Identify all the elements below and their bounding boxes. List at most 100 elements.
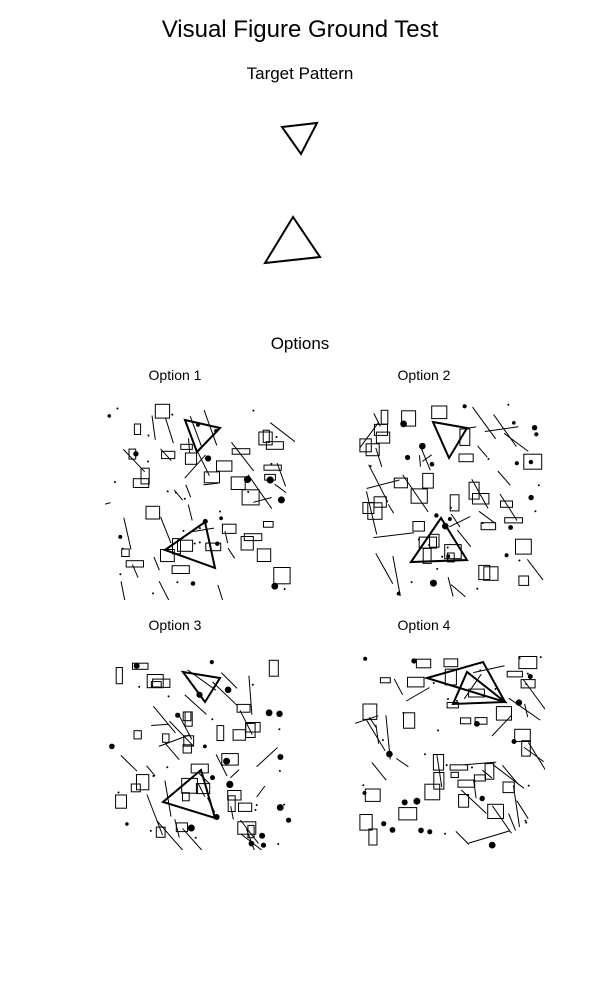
clutter-rect: [195, 783, 211, 795]
clutter-rect: [161, 450, 176, 460]
clutter-line: [151, 415, 156, 440]
clutter-dot: [147, 434, 150, 437]
clutter-line: [355, 715, 379, 724]
clutter-line: [484, 426, 519, 432]
clutter-rect: [459, 428, 471, 446]
clutter-dot: [411, 658, 417, 664]
clutter-dot: [138, 685, 141, 688]
clutter-dot: [539, 656, 542, 659]
clutter-dot: [166, 490, 169, 493]
clutter-rect: [422, 472, 434, 489]
clutter-dot: [434, 513, 439, 518]
clutter-dot: [447, 517, 452, 521]
clutter-dot: [445, 764, 448, 767]
clutter-rect: [231, 448, 251, 455]
clutter-line: [187, 504, 193, 521]
clutter-line: [231, 441, 254, 472]
clutter-dot: [432, 682, 435, 684]
clutter-rect: [403, 712, 416, 729]
clutter-dot: [252, 409, 255, 412]
clutter-rect: [484, 763, 495, 780]
clutter-dot: [259, 832, 266, 839]
clutter-line: [276, 462, 287, 487]
clutter-line: [472, 406, 497, 440]
clutter-rect: [515, 538, 532, 555]
clutter-dot: [481, 522, 484, 524]
clutter-rect: [520, 679, 536, 689]
clutter-rect: [221, 523, 237, 534]
clutter-dot: [226, 780, 234, 788]
clutter-rect: [412, 521, 425, 532]
clutter-line: [508, 813, 516, 831]
clutter-dot: [512, 421, 516, 425]
clutter-dot: [381, 821, 387, 827]
clutter-dot: [133, 662, 140, 669]
clutter-dot: [203, 744, 207, 749]
clutter-line: [523, 679, 545, 710]
clutter-rect: [155, 826, 166, 838]
clutter-dot: [183, 497, 186, 500]
option-3-panel[interactable]: [105, 650, 295, 850]
clutter-rect: [500, 500, 513, 508]
clutter-rect: [487, 803, 504, 820]
clutter-rect: [401, 410, 417, 427]
clutter-rect: [273, 567, 291, 585]
clutter-line: [450, 513, 461, 528]
clutter-line: [182, 828, 203, 850]
clutter-dot: [277, 843, 280, 845]
clutter-dot: [248, 840, 255, 847]
clutter-line: [371, 762, 387, 781]
clutter-line: [447, 576, 454, 597]
clutter-dot: [118, 534, 123, 539]
clutter-line: [365, 718, 386, 752]
clutter-rect: [449, 764, 469, 771]
clutter-rect: [227, 795, 236, 813]
option-4-panel[interactable]: [355, 650, 545, 850]
clutter-dot: [389, 827, 396, 833]
clutter-dot: [515, 699, 523, 706]
clutter-rect: [130, 783, 141, 793]
clutter-rect: [398, 807, 418, 821]
clutter-line: [492, 764, 525, 789]
clutter-line: [468, 830, 510, 844]
clutter-rect: [241, 489, 260, 506]
clutter-dot: [182, 529, 185, 532]
clutter-line: [482, 769, 493, 779]
clutter-line: [184, 454, 206, 479]
clutter-rect: [115, 667, 123, 685]
clutter-line: [450, 584, 466, 598]
clutter-dot: [418, 827, 424, 834]
clutter-rect: [473, 774, 487, 782]
clutter-rect: [240, 536, 254, 551]
clutter-rect: [133, 730, 142, 740]
option-1-figure: [105, 403, 295, 600]
clutter-dot: [479, 669, 482, 672]
clutter-dot: [117, 791, 120, 794]
clutter-dot: [526, 672, 529, 675]
clutter-line: [393, 678, 404, 696]
clutter-dot: [462, 404, 467, 409]
clutter-dot: [518, 559, 521, 562]
clutter-dot: [436, 567, 439, 570]
clutter-rect: [359, 438, 372, 453]
clutter-line: [169, 720, 195, 747]
clutter-dot: [487, 458, 490, 460]
option-2-panel[interactable]: [355, 400, 545, 600]
clutter-dot: [362, 784, 365, 787]
clutter-dot: [381, 739, 384, 742]
clutter-rect: [133, 423, 142, 435]
option-1-panel[interactable]: [105, 400, 295, 600]
clutter-line: [212, 681, 238, 707]
embedded-triangle: [423, 660, 508, 704]
clutter-line: [473, 665, 505, 674]
clutter-rect: [380, 409, 389, 425]
clutter-dot: [401, 799, 408, 806]
clutter-rect: [115, 794, 127, 809]
clutter-line: [473, 779, 477, 799]
clutter-line: [449, 516, 471, 528]
clutter-dot: [211, 718, 214, 721]
embedded-triangle: [162, 520, 217, 570]
clutter-rect: [245, 722, 261, 733]
clutter-dot: [175, 491, 177, 494]
clutter-line: [365, 491, 378, 535]
